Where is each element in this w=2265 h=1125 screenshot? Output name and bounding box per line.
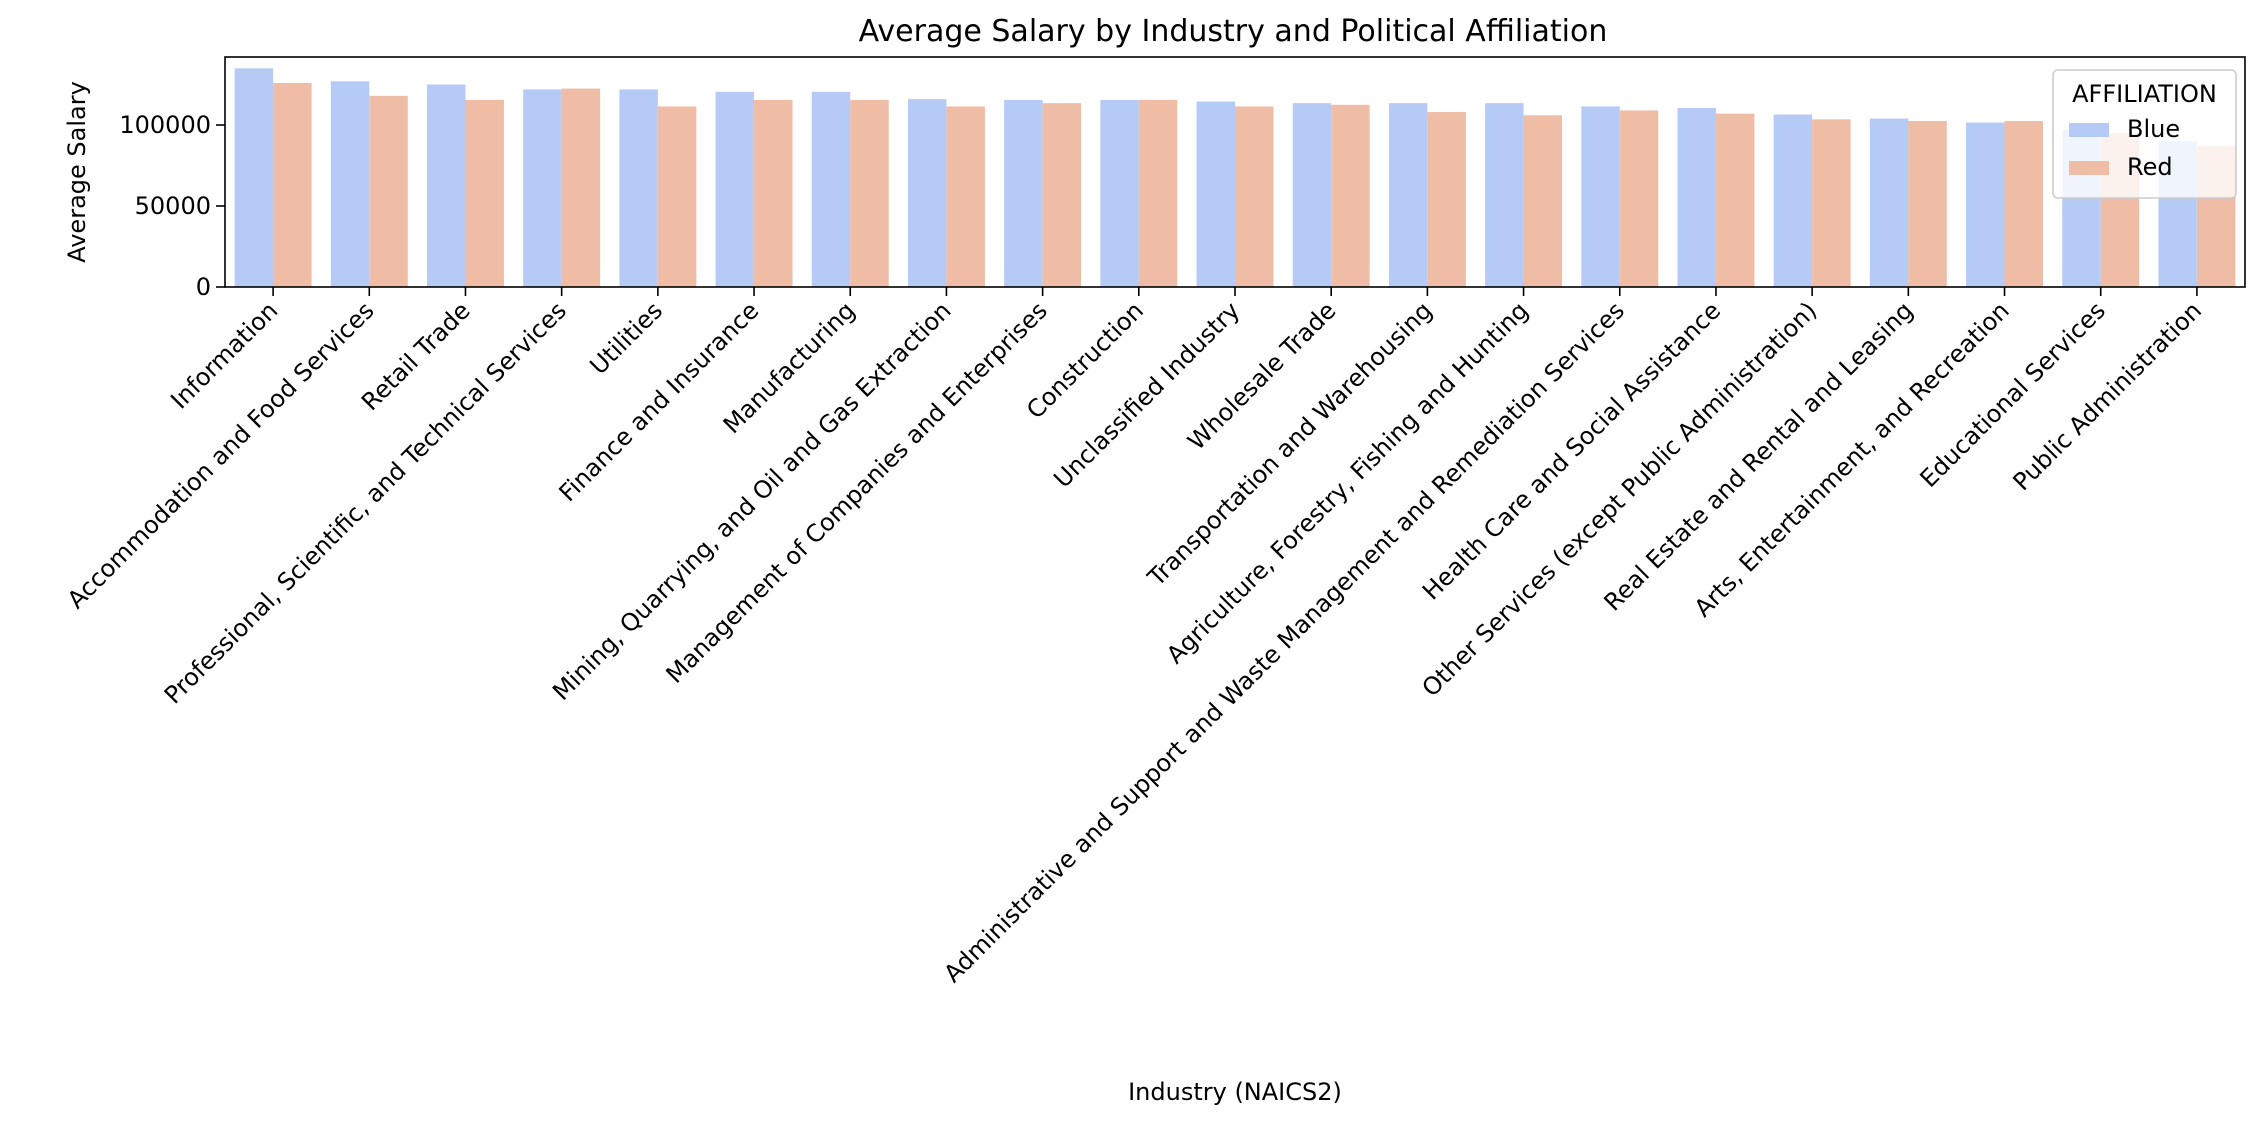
- bar-blue-10: [1196, 101, 1235, 287]
- y-axis-label: Average Salary: [63, 81, 91, 263]
- bar-red-3: [561, 88, 601, 287]
- bar-red-1: [369, 95, 408, 288]
- legend-swatch-red: [2069, 161, 2109, 175]
- x-axis-label: Industry (NAICS2): [1128, 1078, 1342, 1106]
- bar-red-9: [1138, 99, 1178, 287]
- bar-blue-1: [330, 81, 370, 287]
- bar-blue-13: [1485, 103, 1524, 287]
- bar-red-15: [1715, 113, 1755, 287]
- bar-blue-4: [619, 89, 658, 287]
- bar-blue-8: [1004, 99, 1043, 287]
- bar-red-18: [2004, 120, 2043, 287]
- legend-swatch-blue: [2069, 123, 2109, 137]
- bar-red-0: [273, 82, 312, 287]
- bar-blue-3: [523, 89, 562, 287]
- bar-red-4: [657, 106, 697, 288]
- y-tick-label: 100000: [119, 111, 211, 139]
- bar-blue-15: [1677, 108, 1716, 288]
- bar-red-11: [1331, 104, 1370, 287]
- bar-blue-7: [907, 99, 947, 287]
- bar-blue-0: [234, 68, 274, 287]
- legend: AFFILIATION Blue Red: [2052, 69, 2237, 199]
- bar-blue-16: [1773, 114, 1813, 287]
- legend-label-red: Red: [2127, 153, 2173, 181]
- bar-blue-11: [1292, 103, 1332, 287]
- bar-red-17: [1908, 120, 1947, 287]
- bar-blue-9: [1100, 99, 1139, 287]
- bar-blue-18: [1966, 122, 2005, 287]
- bar-red-6: [850, 99, 889, 287]
- y-tick-label: 50000: [135, 192, 211, 220]
- bar-red-13: [1523, 115, 1563, 287]
- bar-red-5: [754, 99, 793, 287]
- chart-title: Average Salary by Industry and Political…: [859, 14, 1608, 49]
- bar-red-16: [1812, 119, 1851, 287]
- y-axis: 0 50000 100000: [119, 111, 225, 301]
- bar-red-10: [1235, 106, 1274, 288]
- y-tick-label: 0: [196, 273, 211, 301]
- legend-title: AFFILIATION: [2072, 80, 2217, 108]
- bar-red-2: [465, 99, 504, 287]
- legend-label-blue: Blue: [2127, 115, 2180, 143]
- bar-red-14: [1619, 110, 1659, 287]
- bar-blue-6: [811, 91, 851, 287]
- bar-blue-17: [1869, 118, 1909, 287]
- bar-blue-14: [1581, 106, 1620, 288]
- bar-blue-2: [427, 84, 466, 287]
- plot-frame: [224, 56, 2246, 288]
- bar-red-12: [1427, 112, 1466, 287]
- bar-red-8: [1042, 103, 1082, 287]
- bar-blue-12: [1388, 103, 1428, 287]
- bar-red-7: [946, 106, 985, 288]
- bar-blue-5: [715, 91, 755, 287]
